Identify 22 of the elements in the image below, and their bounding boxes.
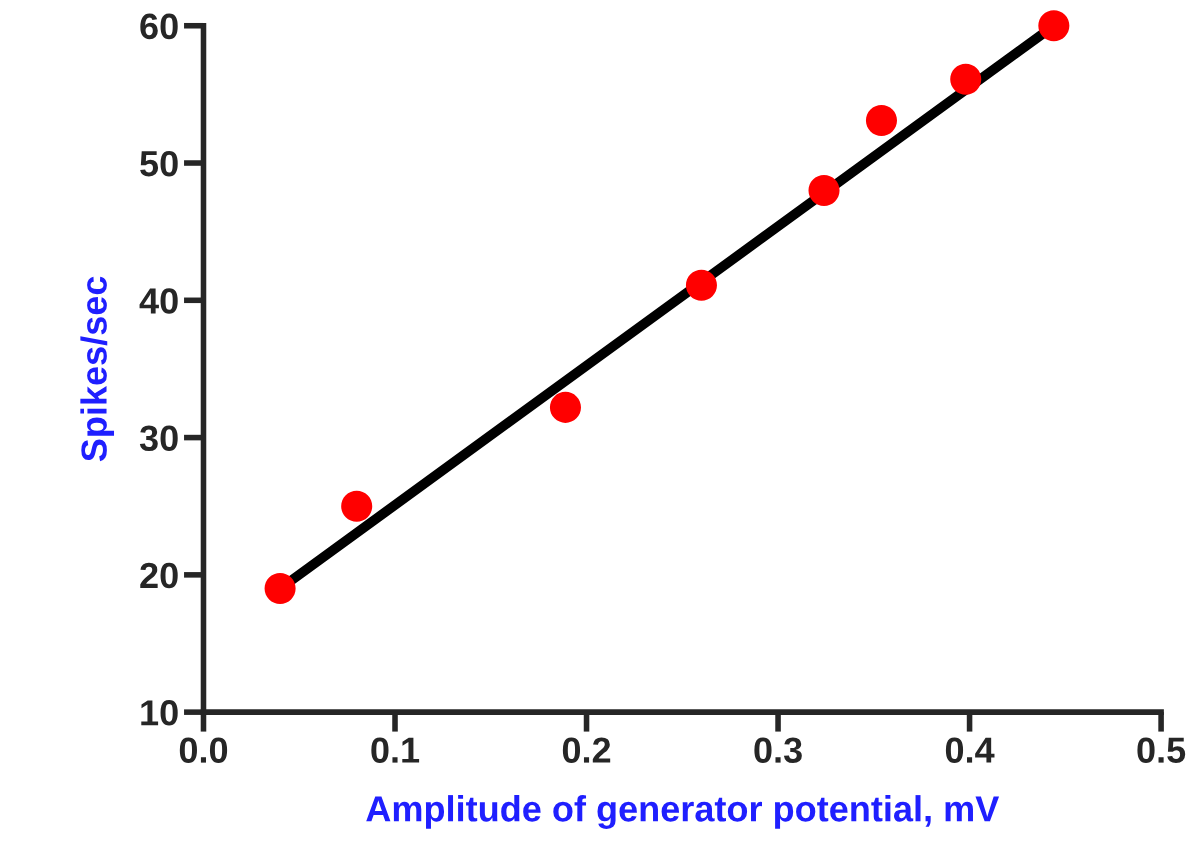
y-tick-label: 60 [140, 13, 178, 40]
point [685, 269, 717, 301]
y-axis-title: Spikes/sec [80, 276, 115, 462]
x-axis-title: Amplitude of generator potential, mV [366, 795, 1000, 829]
y-tick-label: 30 [139, 425, 178, 452]
point [865, 104, 897, 136]
point [264, 573, 296, 605]
x-tick-label: 0.4 [945, 737, 995, 763]
x-tick-label: 0.0 [179, 737, 228, 763]
point [808, 174, 840, 206]
y-tick-label: 40 [139, 288, 178, 314]
x-tick-label: 0.3 [754, 737, 802, 764]
point [549, 391, 581, 423]
point [1038, 10, 1070, 42]
y-tick-label: 20 [140, 562, 178, 589]
x-tick-label: 0.5 [1137, 737, 1186, 763]
y-tick-label: 10 [141, 700, 178, 726]
y-tick-label: 50 [140, 150, 178, 177]
point [950, 63, 982, 95]
x-tick-label: 0.1 [371, 737, 420, 763]
point [341, 490, 373, 522]
x-tick-label: 0.2 [562, 737, 611, 763]
